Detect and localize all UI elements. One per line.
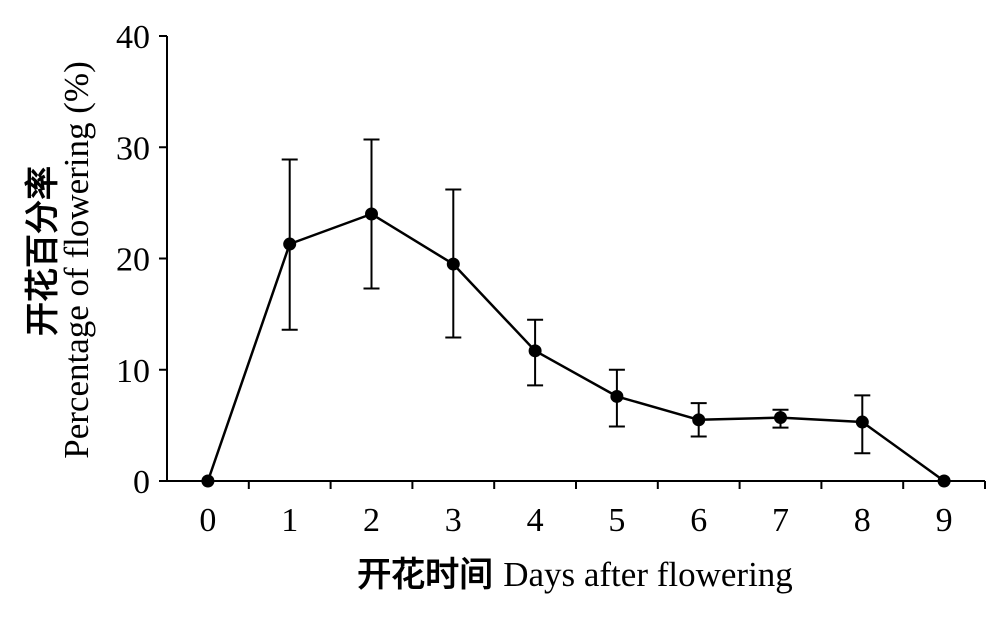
y-ticks: 0 10 20 30 40 xyxy=(116,19,167,501)
x-tick-label: 4 xyxy=(527,502,544,539)
y-tick-label: 30 xyxy=(116,130,150,167)
series-line xyxy=(206,212,945,483)
x-tick-label: 5 xyxy=(608,502,625,539)
data-point-1 xyxy=(283,237,297,251)
x-axis-label: 开花时间 Days after flowering xyxy=(357,555,793,595)
plot-area xyxy=(201,138,951,488)
data-point-9 xyxy=(937,474,951,488)
data-point-5 xyxy=(610,389,624,403)
data-point-3 xyxy=(446,257,460,271)
x-tick-label: 7 xyxy=(772,502,789,539)
data-point-8 xyxy=(855,415,869,429)
x-tick-label: 2 xyxy=(363,502,380,539)
x-tick-label: 9 xyxy=(936,502,953,539)
x-tick-label: 8 xyxy=(854,502,871,539)
x-tick-label: 6 xyxy=(690,502,707,539)
data-point-6 xyxy=(692,413,706,427)
x-tick-label: 1 xyxy=(281,502,298,539)
x-axis-label-zh: 开花时间 xyxy=(357,555,493,595)
x-ticks: 0 1 2 3 4 5 6 7 8 9 xyxy=(199,481,986,539)
y-tick-label: 0 xyxy=(133,464,150,501)
y-tick-label: 10 xyxy=(116,353,150,390)
data-point-0 xyxy=(201,474,215,488)
y-tick-label: 20 xyxy=(116,242,150,279)
x-axis-label-en: Days after flowering xyxy=(503,555,793,594)
x-tick-label: 3 xyxy=(445,502,462,539)
data-point-4 xyxy=(528,344,542,358)
y-axis-label-en: Percentage of flowering (%) xyxy=(57,61,96,458)
data-point-2 xyxy=(365,207,378,221)
y-tick-label: 40 xyxy=(116,19,150,56)
x-tick-label: 0 xyxy=(199,502,216,539)
y-axis-label-zh: 开花百分率 xyxy=(23,166,63,336)
data-point-7 xyxy=(774,411,787,425)
